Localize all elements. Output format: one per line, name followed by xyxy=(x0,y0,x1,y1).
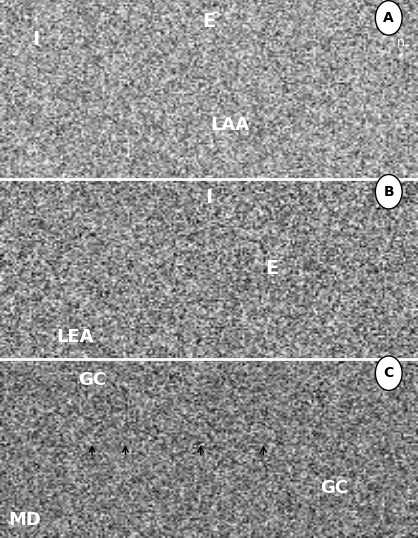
Text: GC: GC xyxy=(78,371,106,390)
Text: I: I xyxy=(205,188,213,207)
Text: GC: GC xyxy=(320,479,349,497)
Text: LEA: LEA xyxy=(56,328,94,346)
Text: E: E xyxy=(202,12,216,31)
Text: A: A xyxy=(383,11,394,25)
Text: I: I xyxy=(32,30,39,49)
Circle shape xyxy=(375,356,402,391)
Circle shape xyxy=(375,174,402,209)
Text: E: E xyxy=(265,259,278,279)
Text: LAA: LAA xyxy=(210,116,250,134)
Text: n: n xyxy=(398,37,405,49)
Text: B: B xyxy=(383,185,394,199)
Circle shape xyxy=(375,1,402,35)
Text: MD: MD xyxy=(9,511,41,529)
Text: C: C xyxy=(384,366,394,380)
